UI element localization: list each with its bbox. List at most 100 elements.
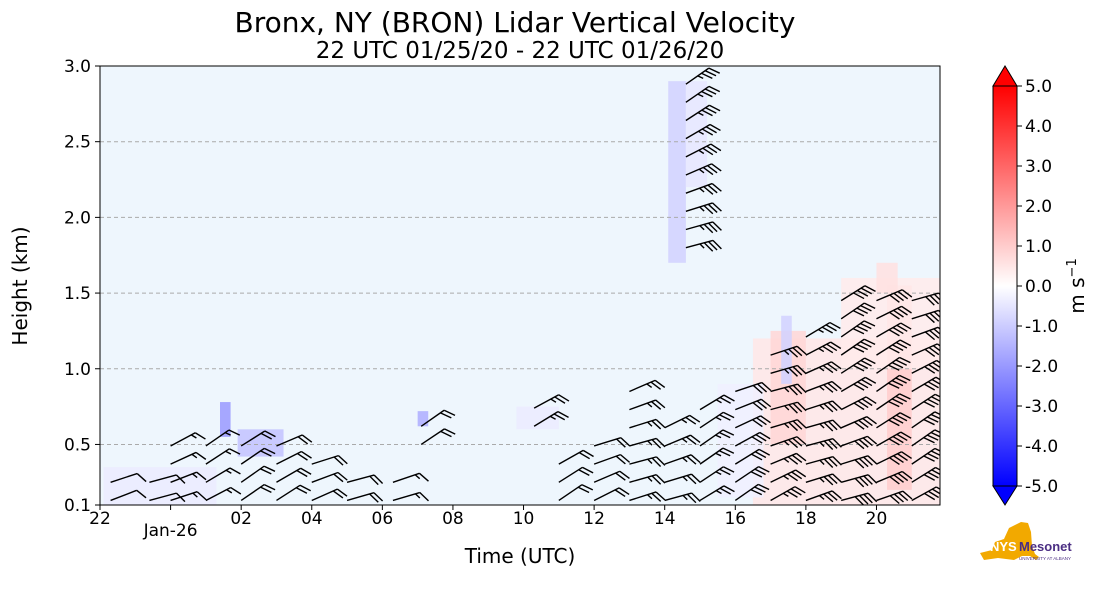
wind-barb-flag bbox=[647, 440, 653, 446]
wind-barb-flag bbox=[709, 123, 721, 132]
wind-barb-shaft bbox=[593, 437, 622, 447]
wind-barb-flag bbox=[655, 418, 666, 429]
wind-barb bbox=[770, 452, 807, 465]
wind-barb-flag bbox=[710, 143, 722, 152]
colorbar-tick-label: 1.0 bbox=[1025, 237, 1052, 257]
wind-barb-shaft bbox=[840, 338, 865, 356]
wind-barb-flag bbox=[826, 363, 838, 372]
wind-barb-shaft bbox=[629, 399, 656, 411]
y-axis-label: Height (km) bbox=[8, 226, 32, 345]
wind-barb-flag bbox=[828, 420, 838, 431]
wind-barb bbox=[629, 474, 666, 485]
wind-barb-flag bbox=[783, 423, 790, 429]
wind-barb-flag bbox=[895, 359, 907, 366]
colorbar-tick-label: -4.0 bbox=[1025, 437, 1058, 457]
wind-barb-shaft bbox=[805, 473, 833, 483]
wind-barb-flag bbox=[723, 485, 735, 493]
wind-barb-flag bbox=[783, 350, 790, 356]
wind-barb-flag bbox=[554, 396, 566, 404]
wind-barb-flag bbox=[697, 93, 704, 98]
wind-barb-shaft bbox=[311, 488, 338, 502]
wind-barb-flag bbox=[681, 418, 688, 424]
wind-barb bbox=[734, 466, 770, 483]
wind-barb-flag bbox=[888, 419, 900, 427]
wind-barb-flag bbox=[828, 439, 838, 449]
wind-barb bbox=[805, 455, 842, 468]
wind-barb-flag bbox=[752, 402, 763, 411]
wind-barb-flag bbox=[297, 436, 309, 445]
wind-barb bbox=[770, 383, 807, 396]
wind-barb-shaft bbox=[664, 492, 692, 502]
wind-barb bbox=[876, 431, 912, 447]
wind-barb-flag bbox=[715, 489, 722, 495]
wind-barb-flag bbox=[614, 489, 626, 498]
wind-barb-flag bbox=[783, 440, 790, 446]
wind-barb-flag bbox=[821, 326, 834, 334]
wind-barb bbox=[170, 432, 206, 447]
wind-barb-shaft bbox=[876, 451, 902, 465]
wind-barb bbox=[629, 437, 666, 449]
wind-barb-flag bbox=[783, 475, 789, 480]
wind-barb-flag bbox=[832, 400, 842, 410]
logo-text-mesonet: Mesonet bbox=[1019, 539, 1072, 554]
wind-barb-shaft bbox=[911, 466, 936, 483]
wind-barb bbox=[311, 471, 348, 483]
wind-barb-flag bbox=[754, 486, 766, 493]
wind-barb bbox=[685, 239, 722, 252]
wind-barb-shaft bbox=[276, 467, 302, 483]
wind-barb-flag bbox=[791, 471, 803, 480]
wind-barb-flag bbox=[702, 147, 714, 156]
wind-barb bbox=[685, 85, 721, 103]
new-york-state-shape-icon bbox=[980, 522, 1039, 560]
wind-barb-flag bbox=[709, 104, 721, 112]
wind-barb-shaft bbox=[664, 454, 692, 465]
wind-barb-flag bbox=[928, 364, 940, 372]
wind-barb bbox=[911, 429, 940, 447]
wind-barb-flag bbox=[192, 492, 198, 498]
wind-barb-flag bbox=[297, 452, 308, 461]
wind-barb-flag bbox=[757, 383, 768, 393]
wind-barb-flag bbox=[708, 85, 721, 93]
wind-barb-flag bbox=[862, 417, 873, 427]
wind-barb-flag bbox=[889, 476, 900, 485]
wind-barb-flag bbox=[655, 474, 666, 484]
y-tick-label: 0.1 bbox=[64, 496, 91, 516]
wind-barb-flag bbox=[925, 313, 935, 324]
wind-barb-flag bbox=[923, 383, 936, 391]
wind-barb bbox=[558, 449, 594, 465]
colorbar-tick-label: 3.0 bbox=[1025, 157, 1052, 177]
wind-barb-shaft bbox=[876, 356, 900, 374]
wind-barb-flag bbox=[698, 130, 704, 135]
wind-barb-shaft bbox=[699, 447, 724, 465]
wind-barb-shaft bbox=[770, 364, 798, 374]
wind-barb-flag bbox=[651, 475, 662, 485]
wind-barb-flag bbox=[615, 455, 626, 465]
wind-barb-flag bbox=[792, 384, 803, 395]
wind-barb bbox=[392, 472, 429, 483]
wind-barb bbox=[629, 379, 666, 393]
wind-barb-flag bbox=[924, 348, 936, 358]
wind-barb-shaft bbox=[205, 486, 232, 502]
wind-barb-shaft bbox=[805, 455, 834, 465]
wind-barb-flag bbox=[893, 455, 904, 464]
wind-barb-flag bbox=[819, 385, 825, 391]
wind-barb-flag bbox=[864, 357, 876, 365]
wind-barb-flag bbox=[853, 402, 865, 411]
wind-barb-shaft bbox=[876, 412, 901, 429]
x-axis-label: Time (UTC) bbox=[464, 544, 576, 568]
wind-barb bbox=[840, 455, 878, 469]
wind-barb-flag bbox=[867, 455, 878, 465]
wind-barb-flag bbox=[867, 492, 878, 503]
wind-barb-flag bbox=[646, 383, 653, 389]
wind-barb bbox=[664, 434, 701, 447]
wind-barb bbox=[699, 447, 735, 465]
wind-barb-flag bbox=[578, 469, 590, 476]
wind-barb-flag bbox=[228, 448, 241, 455]
wind-barb-flag bbox=[296, 469, 308, 478]
wind-barb-flag bbox=[578, 451, 590, 460]
wind-barb-flag bbox=[854, 421, 865, 430]
wind-barb-shaft bbox=[593, 453, 621, 465]
wind-barb bbox=[346, 474, 384, 486]
wind-barb bbox=[770, 436, 807, 449]
